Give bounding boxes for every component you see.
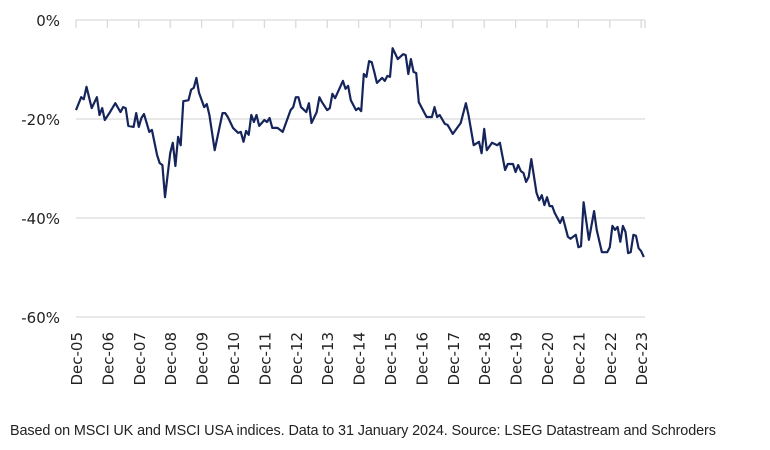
x-tick-label: Dec-21 bbox=[570, 332, 588, 386]
x-tick-label: Dec-05 bbox=[68, 332, 86, 386]
x-tick-label: Dec-16 bbox=[413, 332, 431, 386]
x-tick-label: Dec-13 bbox=[319, 332, 337, 386]
x-tick-label: Dec-19 bbox=[508, 332, 526, 386]
gridlines bbox=[76, 19, 645, 318]
source-caption: Based on MSCI UK and MSCI USA indices. D… bbox=[10, 423, 716, 439]
y-axis: 0% -20% -40% -60% bbox=[21, 12, 60, 327]
y-tick-label: 0% bbox=[36, 12, 60, 30]
y-tick-label: -20% bbox=[21, 111, 60, 129]
x-tick-label: Dec-17 bbox=[445, 332, 463, 386]
x-tick-label: Dec-09 bbox=[194, 332, 212, 386]
x-tick-label: Dec-15 bbox=[382, 332, 400, 386]
y-tick-label: -60% bbox=[21, 309, 60, 327]
x-tick-label: Dec-22 bbox=[602, 332, 620, 386]
x-tick-label: Dec-20 bbox=[539, 332, 557, 386]
x-tick-label: Dec-23 bbox=[633, 332, 651, 386]
x-tick-label: Dec-14 bbox=[351, 332, 369, 386]
x-tick-label: Dec-07 bbox=[131, 332, 149, 386]
x-tick-label: Dec-18 bbox=[476, 332, 494, 386]
x-tick-label: Dec-08 bbox=[162, 332, 180, 386]
x-tick-label: Dec-11 bbox=[256, 332, 274, 386]
x-tick-label: Dec-10 bbox=[225, 332, 243, 386]
x-tick-label: Dec-12 bbox=[288, 332, 306, 386]
series-line bbox=[74, 47, 645, 258]
x-axis: Dec-05 Dec-06 Dec-07 Dec-08 Dec-09 Dec-10 Dec-… bbox=[68, 20, 651, 386]
x-tick-label: Dec-06 bbox=[99, 332, 117, 386]
y-tick-label: -40% bbox=[21, 210, 60, 228]
